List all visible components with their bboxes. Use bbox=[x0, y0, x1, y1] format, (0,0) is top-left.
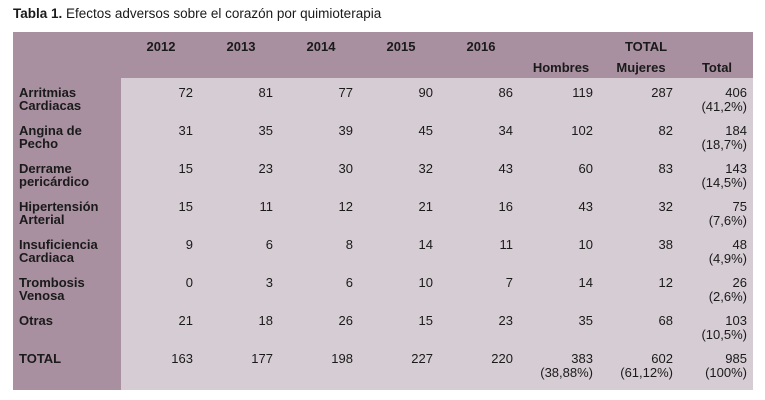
table-total-row: TOTAL 163 177 198 227 220 383 (38,88%) 60… bbox=[13, 348, 753, 390]
cell-2014: 77 bbox=[281, 82, 361, 120]
table-row: Otras 21 18 26 15 23 35 68 103 (10,5%) bbox=[13, 310, 753, 348]
header-total: Total bbox=[681, 55, 753, 78]
cell-2012: 0 bbox=[121, 272, 201, 310]
total-total: 985 (100%) bbox=[681, 348, 753, 390]
row-label: Derrame pericárdico bbox=[13, 158, 121, 196]
cell-2015: 10 bbox=[361, 272, 441, 310]
total-2012: 163 bbox=[121, 348, 201, 390]
cell-total: 143 (14,5%) bbox=[681, 158, 753, 196]
cell-hombres: 35 bbox=[521, 310, 601, 348]
cell-2013: 18 bbox=[201, 310, 281, 348]
cell-2016: 34 bbox=[441, 120, 521, 158]
header-year-2016: 2016 bbox=[441, 32, 521, 55]
cell-2012: 15 bbox=[121, 158, 201, 196]
cell-total: 75 (7,6%) bbox=[681, 196, 753, 234]
cell-2013: 35 bbox=[201, 120, 281, 158]
table-row: Insuficiencia Cardiaca 9 6 8 14 11 10 38 … bbox=[13, 234, 753, 272]
cell-hombres: 102 bbox=[521, 120, 601, 158]
cell-total: 184 (18,7%) bbox=[681, 120, 753, 158]
row-label: Trombosis Venosa bbox=[13, 272, 121, 310]
header-row-sub: Hombres Mujeres Total bbox=[13, 55, 753, 78]
cell-2016: 11 bbox=[441, 234, 521, 272]
header-year-2013: 2013 bbox=[201, 32, 281, 55]
total-mujeres: 602 (61,12%) bbox=[601, 348, 681, 390]
table-row: Derrame pericárdico 15 23 30 32 43 60 83 … bbox=[13, 158, 753, 196]
cell-2014: 39 bbox=[281, 120, 361, 158]
cell-2016: 23 bbox=[441, 310, 521, 348]
cell-2016: 86 bbox=[441, 82, 521, 120]
cell-hombres: 119 bbox=[521, 82, 601, 120]
adverse-effects-table: 2012 2013 2014 2015 2016 TOTAL Hombres M… bbox=[13, 32, 753, 390]
cell-2013: 3 bbox=[201, 272, 281, 310]
total-2016: 220 bbox=[441, 348, 521, 390]
table-row: Angina de Pecho 31 35 39 45 34 102 82 184… bbox=[13, 120, 753, 158]
cell-2013: 81 bbox=[201, 82, 281, 120]
cell-2015: 21 bbox=[361, 196, 441, 234]
cell-mujeres: 68 bbox=[601, 310, 681, 348]
cell-2015: 90 bbox=[361, 82, 441, 120]
cell-2016: 43 bbox=[441, 158, 521, 196]
cell-hombres: 10 bbox=[521, 234, 601, 272]
total-2013: 177 bbox=[201, 348, 281, 390]
cell-2013: 11 bbox=[201, 196, 281, 234]
cell-2014: 8 bbox=[281, 234, 361, 272]
row-label: Otras bbox=[13, 310, 121, 348]
cell-2016: 7 bbox=[441, 272, 521, 310]
cell-2014: 30 bbox=[281, 158, 361, 196]
cell-mujeres: 82 bbox=[601, 120, 681, 158]
table-caption-prefix: Tabla 1. bbox=[13, 6, 63, 21]
table-caption: Tabla 1. Efectos adversos sobre el coraz… bbox=[13, 6, 381, 21]
header-year-2014: 2014 bbox=[281, 32, 361, 55]
table-row: Trombosis Venosa 0 3 6 10 7 14 12 26 (2,6%… bbox=[13, 272, 753, 310]
cell-2012: 21 bbox=[121, 310, 201, 348]
cell-hombres: 43 bbox=[521, 196, 601, 234]
total-2015: 227 bbox=[361, 348, 441, 390]
header-mujeres: Mujeres bbox=[601, 55, 681, 78]
cell-2013: 23 bbox=[201, 158, 281, 196]
header-total-group: TOTAL bbox=[601, 32, 753, 55]
cell-mujeres: 83 bbox=[601, 158, 681, 196]
cell-total: 103 (10,5%) bbox=[681, 310, 753, 348]
cell-2013: 6 bbox=[201, 234, 281, 272]
cell-2015: 45 bbox=[361, 120, 441, 158]
cell-2012: 9 bbox=[121, 234, 201, 272]
row-label: Angina de Pecho bbox=[13, 120, 121, 158]
row-label: Arritmias Cardiacas bbox=[13, 82, 121, 120]
cell-total: 26 (2,6%) bbox=[681, 272, 753, 310]
cell-2012: 15 bbox=[121, 196, 201, 234]
row-label: Hipertensión Arterial bbox=[13, 196, 121, 234]
cell-2014: 12 bbox=[281, 196, 361, 234]
table-row: Arritmias Cardiacas 72 81 77 90 86 119 28… bbox=[13, 82, 753, 120]
header-year-2012: 2012 bbox=[121, 32, 201, 55]
cell-hombres: 60 bbox=[521, 158, 601, 196]
total-2014: 198 bbox=[281, 348, 361, 390]
cell-2014: 26 bbox=[281, 310, 361, 348]
header-corner bbox=[13, 32, 121, 55]
cell-2015: 14 bbox=[361, 234, 441, 272]
cell-2012: 72 bbox=[121, 82, 201, 120]
cell-2016: 16 bbox=[441, 196, 521, 234]
table-caption-text: Efectos adversos sobre el corazón por qu… bbox=[66, 6, 382, 21]
cell-2015: 15 bbox=[361, 310, 441, 348]
header-hombres: Hombres bbox=[521, 55, 601, 78]
row-label: Insuficiencia Cardiaca bbox=[13, 234, 121, 272]
total-row-label: TOTAL bbox=[13, 348, 121, 390]
cell-mujeres: 32 bbox=[601, 196, 681, 234]
cell-hombres: 14 bbox=[521, 272, 601, 310]
cell-2015: 32 bbox=[361, 158, 441, 196]
cell-mujeres: 38 bbox=[601, 234, 681, 272]
cell-2014: 6 bbox=[281, 272, 361, 310]
table-row: Hipertensión Arterial 15 11 12 21 16 43 3… bbox=[13, 196, 753, 234]
cell-mujeres: 12 bbox=[601, 272, 681, 310]
header-row-years: 2012 2013 2014 2015 2016 TOTAL bbox=[13, 32, 753, 55]
cell-total: 48 (4,9%) bbox=[681, 234, 753, 272]
header-year-2015: 2015 bbox=[361, 32, 441, 55]
cell-total: 406 (41,2%) bbox=[681, 82, 753, 120]
cell-mujeres: 287 bbox=[601, 82, 681, 120]
total-hombres: 383 (38,88%) bbox=[521, 348, 601, 390]
cell-2012: 31 bbox=[121, 120, 201, 158]
